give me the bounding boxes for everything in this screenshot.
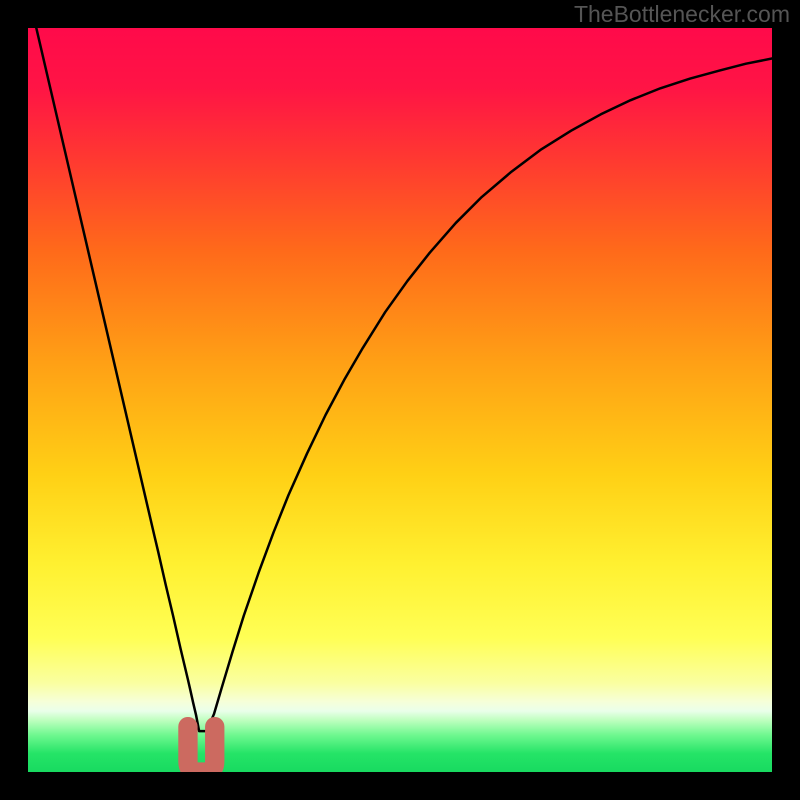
watermark-text: TheBottlenecker.com — [574, 3, 790, 26]
heat-gradient-background — [28, 28, 772, 772]
bottleneck-curve-chart — [0, 0, 800, 800]
